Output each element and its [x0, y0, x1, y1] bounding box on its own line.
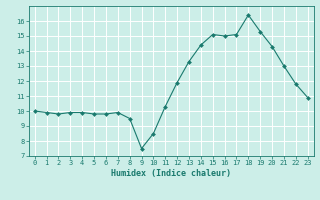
- X-axis label: Humidex (Indice chaleur): Humidex (Indice chaleur): [111, 169, 231, 178]
